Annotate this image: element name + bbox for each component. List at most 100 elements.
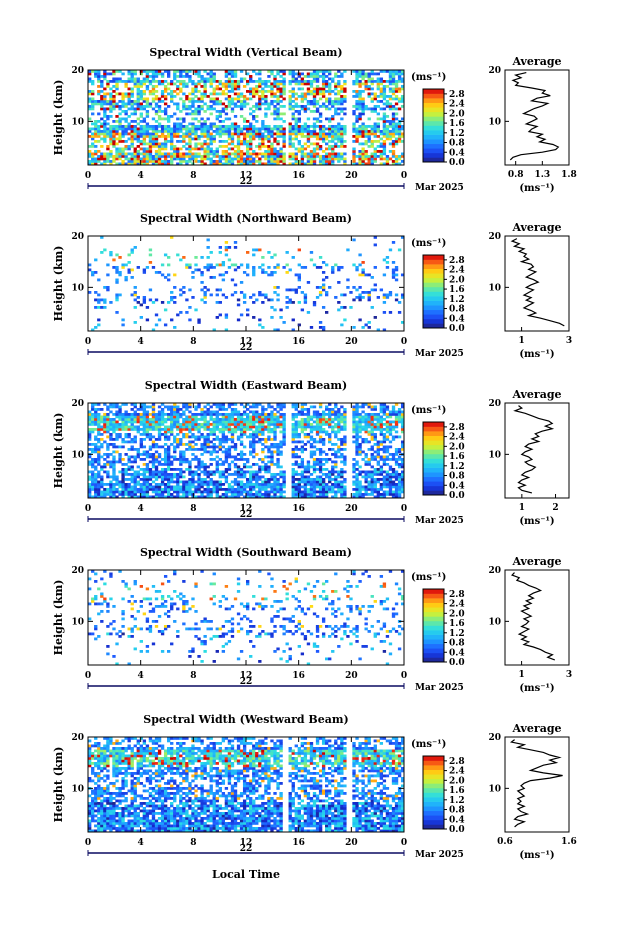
heatmap-cell (291, 495, 295, 499)
heatmap-cell (218, 102, 222, 106)
heatmap-cell (282, 428, 286, 431)
heatmap-cell (106, 286, 110, 289)
heatmap-cell (294, 92, 298, 96)
heatmap-cell (394, 72, 399, 76)
heatmap-cell (197, 435, 201, 439)
heatmap-cell (328, 155, 332, 158)
heatmap-cell (130, 125, 134, 128)
y-tick-label: 20 (71, 66, 84, 76)
heatmap-cell (151, 92, 156, 96)
heatmap-cell (188, 130, 192, 133)
heatmap-cell (297, 301, 301, 304)
heatmap-cell (197, 490, 201, 494)
heatmap-cell (258, 100, 262, 103)
heatmap-cell (182, 80, 186, 83)
heatmap-cell (173, 405, 177, 409)
heatmap-cell (334, 135, 338, 138)
heatmap-cell (352, 326, 356, 329)
heatmap-cell (130, 420, 134, 424)
heatmap-cell (142, 150, 147, 153)
heatmap-cell (239, 435, 244, 439)
heatmap-cell (376, 122, 380, 126)
heatmap-cell (288, 135, 292, 138)
heatmap-cell (318, 105, 323, 108)
heatmap-cell (157, 463, 162, 466)
heatmap-cell (376, 72, 380, 76)
heatmap-cell (227, 152, 232, 156)
heatmap-cell (160, 117, 165, 121)
heatmap-cell (218, 251, 222, 254)
heatmap-cell (145, 415, 150, 419)
heatmap-cell (127, 115, 131, 118)
heatmap-cell (167, 162, 171, 166)
heatmap-cell (91, 80, 95, 83)
heatmap-cell (157, 145, 162, 148)
heatmap-cell (352, 130, 356, 133)
heatmap-cell (294, 72, 298, 76)
heatmap-cell (94, 135, 98, 138)
heatmap-cell (194, 425, 198, 429)
heatmap-cell (227, 495, 232, 499)
heatmap-cell (203, 428, 207, 431)
heatmap-cell (115, 415, 119, 419)
heatmap-cell (200, 485, 204, 489)
heatmap-cell (212, 150, 216, 153)
heatmap-cell (276, 263, 280, 267)
heatmap-cell (309, 415, 314, 419)
heatmap-cell (121, 105, 125, 108)
heatmap-cell (97, 70, 101, 73)
heatmap-cell (185, 298, 189, 302)
heatmap-cell (261, 488, 265, 491)
heatmap-cell (145, 455, 150, 459)
heatmap-cell (163, 495, 168, 499)
heatmap-cell (297, 493, 301, 496)
heatmap-cell (157, 130, 162, 133)
heatmap-cell (115, 488, 119, 491)
heatmap-cell (203, 468, 207, 471)
heatmap-cell (270, 485, 274, 489)
heatmap-cell (267, 445, 271, 449)
heatmap-cell (334, 112, 338, 116)
heatmap-cell (300, 458, 305, 461)
heatmap-cell (242, 490, 247, 494)
heatmap-cell (337, 132, 341, 136)
heatmap-cell (185, 483, 189, 486)
heatmap-cell (133, 455, 137, 459)
heatmap-cell (221, 102, 226, 106)
heatmap-cell (276, 110, 280, 113)
heatmap-cell (91, 408, 95, 411)
heatmap-cell (100, 75, 104, 78)
heatmap-cell (173, 70, 177, 73)
heatmap-cell (103, 425, 107, 429)
heatmap-cell (400, 152, 405, 156)
heatmap-cell (163, 80, 168, 83)
heatmap-cell (331, 80, 335, 83)
heatmap-cell (170, 488, 174, 491)
heatmap-cell (252, 266, 256, 269)
heatmap-cell (358, 152, 362, 156)
heatmap-cell (321, 418, 326, 421)
heatmap-cell (170, 236, 174, 239)
heatmap-cell (112, 438, 116, 441)
heatmap-cell (391, 150, 396, 153)
heatmap-cell (312, 488, 317, 491)
heatmap-cell (391, 112, 396, 116)
heatmap-cell (182, 145, 186, 148)
heatmap-cell (182, 82, 186, 86)
heatmap-cell (367, 157, 371, 161)
heatmap-cell (215, 420, 219, 424)
heatmap-cell (182, 140, 186, 143)
heatmap-cell (331, 157, 335, 161)
colorbar-swatch (423, 296, 444, 301)
heatmap-cell (133, 125, 137, 128)
heatmap-cell (276, 157, 280, 161)
heatmap-cell (267, 140, 271, 143)
heatmap-cell (334, 152, 338, 156)
heatmap-cell (279, 405, 283, 409)
heatmap-cell (94, 495, 98, 499)
heatmap-cell (115, 293, 119, 297)
heatmap-cell (315, 430, 320, 434)
heatmap-cell (224, 423, 229, 426)
heatmap-cell (179, 495, 183, 499)
heatmap-cell (167, 127, 171, 131)
